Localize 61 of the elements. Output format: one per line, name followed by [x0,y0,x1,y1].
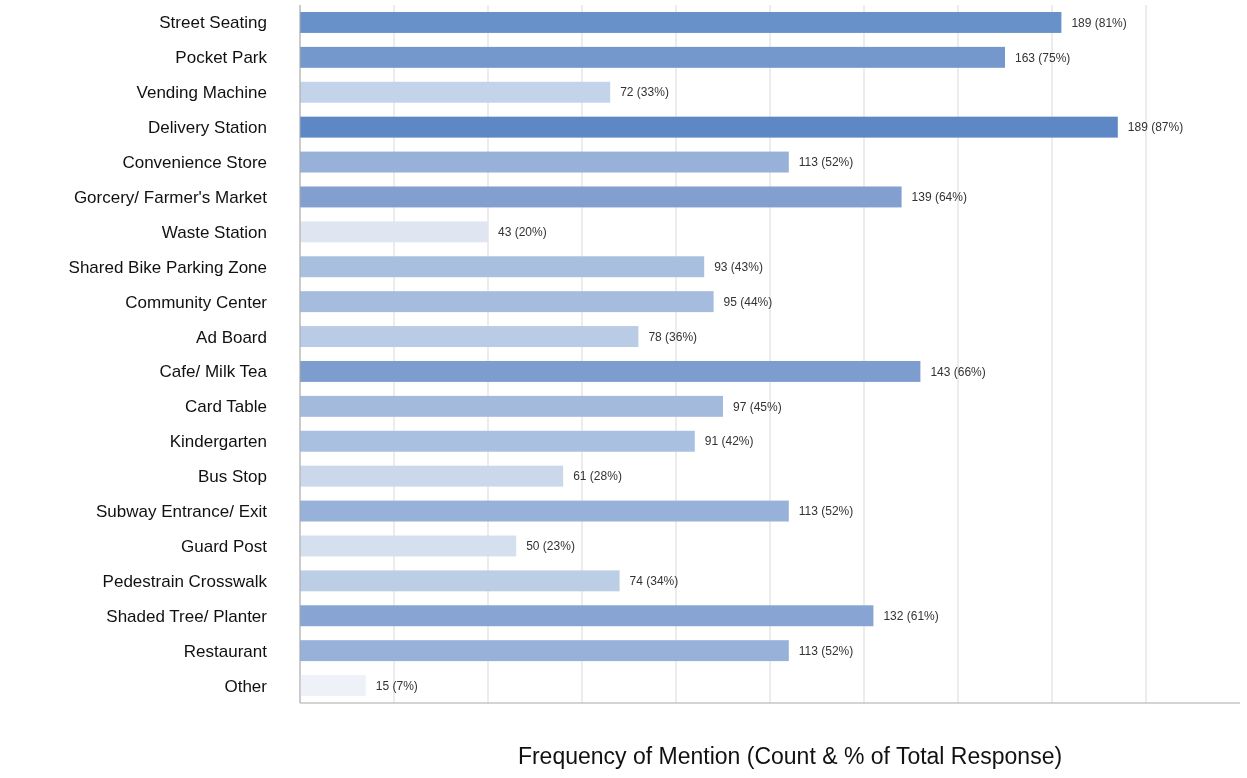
y-tick-label: Street Seating [159,13,267,33]
data-label: 15 (7%) [375,678,418,693]
y-tick-label: Shared Bike Parking Zone [68,257,267,277]
data-label: 43 (20%) [498,225,547,240]
data-label: 61 (28%) [573,469,622,484]
bar [300,465,564,487]
bar [300,326,639,348]
bar [300,81,611,103]
y-tick-label: Ad Board [196,327,267,347]
y-tick-label: Restaurant [183,641,268,661]
bar [300,116,1118,138]
data-label: 97 (45%) [733,399,782,414]
data-label: 72 (33%) [620,85,669,100]
y-tick-label: Cafe/ Milk Tea [159,362,268,382]
y-tick-label: Gorcery/ Farmer's Market [73,187,268,207]
bar [300,430,695,452]
y-tick-label: Other [224,676,268,696]
bar [300,640,789,662]
data-label: 113 (52%) [798,643,854,658]
bar [300,395,723,417]
data-label: 78 (36%) [648,329,698,344]
bar [300,535,517,557]
y-tick-label: Guard Post [181,536,268,556]
y-tick-label: Pocket Park [175,48,268,68]
y-tick-label: Community Center [125,292,268,312]
data-label: 189 (81%) [1071,15,1127,30]
y-tick-label: Shaded Tree/ Planter [106,606,268,626]
data-label: 189 (87%) [1127,120,1184,135]
data-label: 113 (52%) [798,155,854,170]
y-tick-label: Pedestrain Crosswalk [102,571,268,591]
bar [300,151,789,173]
bar [300,500,789,522]
y-tick-label: Kindergarten [169,432,267,452]
bar [300,46,1005,68]
bar [300,570,620,592]
y-tick-label: Waste Station [161,222,267,242]
y-tick-label: Convenience Store [122,153,267,172]
data-label: 95 (44%) [723,294,773,309]
bar [300,221,488,243]
data-label: 139 (64%) [911,190,967,205]
y-tick-label: Card Table [185,397,267,417]
bar [300,186,902,208]
x-axis-title: Frequency of Mention (Count & % of Total Response) [517,743,1063,769]
data-label: 163 (75%) [1015,50,1071,65]
data-label: 113 (52%) [798,504,854,519]
bar [300,291,714,313]
bar [300,360,921,382]
data-label: 132 (61%) [883,608,939,623]
bar [300,256,705,278]
data-label: 91 (42%) [704,434,754,449]
bar [300,605,874,627]
y-tick-label: Subway Entrance/ Exit [95,502,268,521]
data-label: 93 (43%) [714,259,763,274]
bar [300,675,366,697]
y-tick-label: Vending Machine [136,83,267,103]
bar [300,11,1062,33]
data-label: 74 (34%) [629,574,679,589]
y-tick-label: Bus Stop [198,467,267,487]
data-label: 143 (66%) [930,364,986,379]
data-label: 50 (23%) [526,539,575,554]
y-tick-label: Delivery Station [147,118,267,138]
